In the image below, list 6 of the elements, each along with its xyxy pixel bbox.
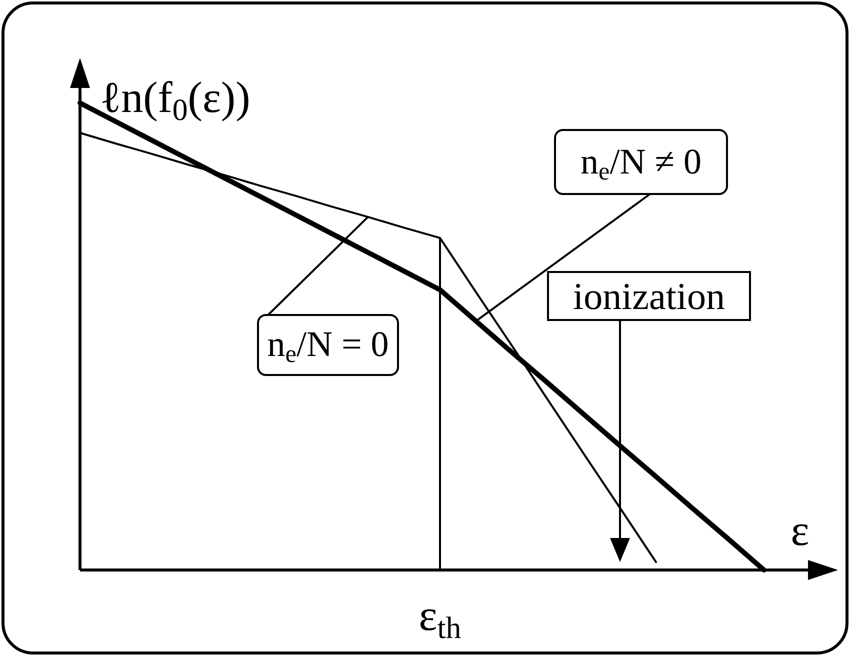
- x-axis-title: ε: [790, 506, 810, 555]
- text: ε$_{th}$: [418, 591, 462, 645]
- text: n$_{e}$/N = 0: [267, 324, 389, 368]
- y-axis-title: ℓn(f$_{0}$(ε)): [100, 73, 250, 127]
- text: n$_{e}$/N ≠ 0: [580, 142, 702, 186]
- annotation: ionization: [573, 276, 725, 318]
